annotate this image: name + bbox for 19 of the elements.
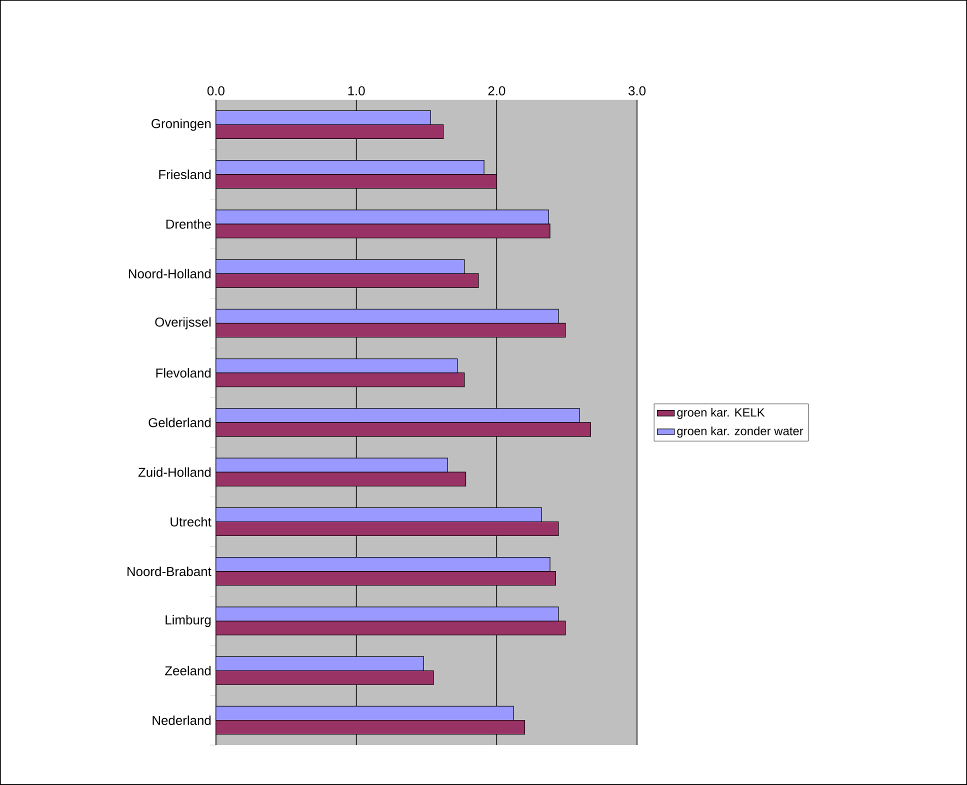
y-tick-label: Groningen [152, 118, 211, 131]
y-tick-label: Overijssel [155, 317, 211, 330]
y-tick-label: Zuid-Holland [138, 467, 211, 477]
x-tick-label: 0.0 [207, 86, 224, 96]
y-tick-label: Noord-Holland [128, 268, 211, 278]
y-tick-label: Nederland [152, 715, 211, 726]
x-tick-label: 1.0 [348, 86, 365, 96]
x-tick-label: 3.0 [628, 86, 646, 96]
y-tick-label: Friesland [159, 170, 211, 180]
x-tick-label: 2.0 [488, 86, 506, 96]
y-tick-label: Zeeland [165, 666, 211, 676]
y-tick-label: Gelderland [148, 418, 211, 428]
legend-label: groen kar. zonder water [677, 426, 804, 438]
legend-label: groen kar. KELK [677, 408, 765, 420]
y-tick-label: Noord-Brabant [128, 566, 212, 576]
y-tick-label: Drenthe [166, 219, 211, 229]
y-tick-label: Limburg [166, 614, 211, 628]
y-tick-label: Utrecht [170, 516, 212, 527]
y-tick-label: Flevoland [156, 368, 211, 378]
